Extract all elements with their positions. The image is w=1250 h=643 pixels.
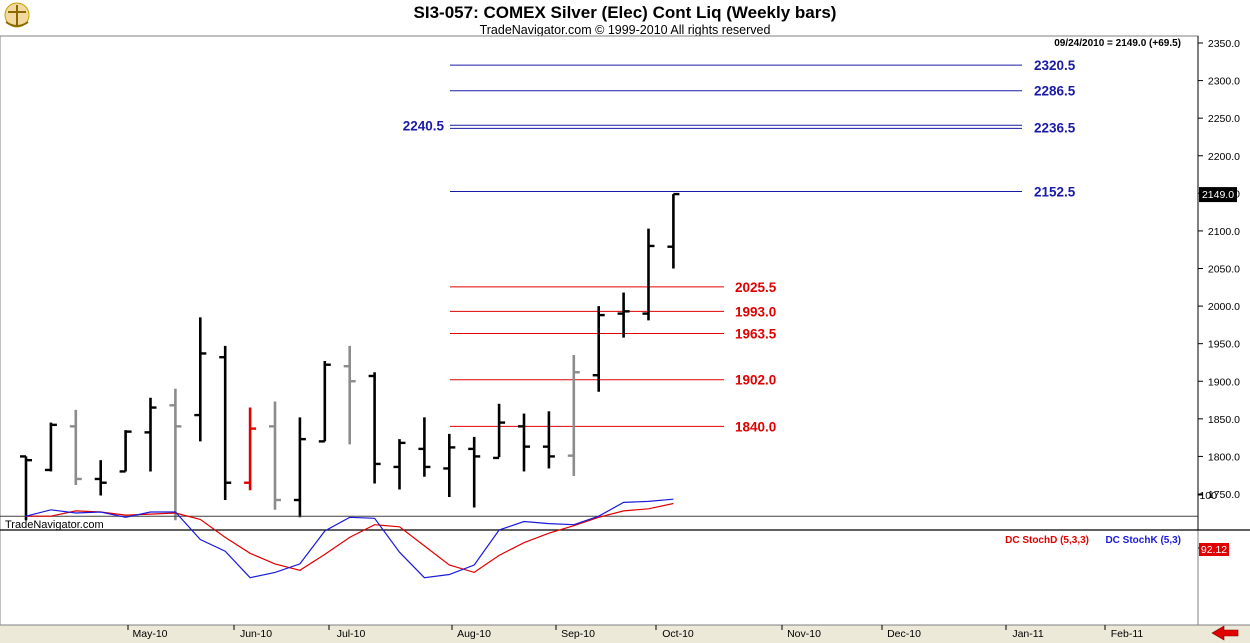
ohlc-bar	[293, 417, 306, 518]
y-tick-label: 2250.0	[1208, 113, 1240, 125]
y-tick-label: 2200.0	[1208, 151, 1240, 163]
ohlc-bar	[592, 306, 605, 392]
y-tick-label: 1800.0	[1208, 451, 1240, 463]
y-tick-label: 2000.0	[1208, 301, 1240, 313]
ohlc-bar	[119, 430, 132, 473]
x-tick-label: Feb-11	[1111, 628, 1144, 640]
resistance-label: 2320.5	[1034, 58, 1076, 73]
last-price-label: 2149.0	[1202, 189, 1234, 201]
y-tick-label: 2350.0	[1208, 38, 1240, 50]
x-tick-label: Aug-10	[457, 628, 491, 640]
indicator-last-value: 92.12	[1201, 544, 1227, 556]
ind-tick-label: 100	[1199, 490, 1217, 502]
ohlc-bar	[94, 460, 107, 496]
y-tick-label: 1950.0	[1208, 339, 1240, 351]
support-label: 1963.5	[735, 327, 777, 342]
ohlc-bar	[368, 372, 381, 484]
price-bars	[20, 192, 680, 521]
logo-icon	[4, 2, 30, 28]
ohlc-bar	[443, 433, 456, 498]
resistance-label: 2152.5	[1034, 184, 1076, 199]
x-tick-label: Jul-10	[337, 628, 366, 640]
chart-subtitle: TradeNavigator.com © 1999-2010 All right…	[480, 23, 771, 37]
x-tick-label: Oct-10	[662, 628, 694, 640]
price-panel	[0, 35, 1199, 531]
ohlc-bar	[468, 436, 481, 508]
support-label: 2025.5	[735, 280, 777, 295]
x-tick-label: Jun-10	[240, 628, 272, 640]
info-readout: 09/24/2010 = 2149.0 (+69.5)	[1054, 38, 1181, 49]
ohlc-bar	[343, 345, 356, 445]
y-tick-label: 2300.0	[1208, 76, 1240, 88]
resistance-label: 2286.5	[1034, 84, 1076, 99]
level-lines: 2320.5 2286.5 2240.5 2236.5 2152.5 2025.5 1993…	[403, 58, 1076, 434]
ohlc-bar	[617, 292, 630, 338]
scroll-left-arrow-icon[interactable]	[1211, 625, 1239, 641]
support-label: 1902.0	[735, 373, 776, 388]
x-tick-label: Sep-10	[561, 628, 595, 640]
ohlc-bar	[219, 345, 232, 501]
y-tick-label: 2050.0	[1208, 264, 1240, 276]
ohlc-bar	[418, 417, 431, 477]
x-tick-label: Dec-10	[887, 628, 921, 640]
ohlc-bar	[169, 388, 182, 521]
x-tick-label: Nov-10	[787, 628, 821, 640]
ohlc-bar	[44, 422, 57, 472]
stochd-legend: DC StochD (5,3,3)	[1005, 535, 1089, 546]
y-tick-label: 1900.0	[1208, 376, 1240, 388]
support-label: 1840.0	[735, 419, 776, 434]
x-tick-label: Jan-11	[1012, 628, 1043, 640]
ohlc-bar	[542, 411, 555, 469]
ohlc-bar	[567, 354, 580, 476]
y-tick-label: 1850.0	[1208, 414, 1240, 426]
ohlc-bar	[69, 409, 82, 485]
stochk-legend: DC StochK (5,3)	[1105, 535, 1181, 546]
x-tick-label: May-10	[132, 628, 167, 640]
indicator-panel	[0, 529, 1199, 626]
y-tick-label: 1750.0	[1208, 489, 1240, 501]
stochd-line	[26, 502, 674, 574]
ohlc-bar	[244, 407, 257, 491]
x-axis-ticks: May-10 Jun-10 Jul-10 Aug-10 Sep-10 Oct-10 Nov-…	[127, 625, 1144, 640]
stochk-line	[25, 498, 674, 579]
resistance-label: 2240.5	[403, 118, 445, 133]
support-label: 1993.0	[735, 304, 776, 319]
ohlc-bar	[667, 192, 680, 269]
y-tick-label: 2100.0	[1208, 226, 1240, 238]
ohlc-bar	[194, 317, 207, 442]
ohlc-bar	[642, 228, 655, 321]
ohlc-bar	[20, 455, 32, 521]
price-axis	[1198, 36, 1250, 530]
indicator-last-tag	[1199, 543, 1229, 556]
ohlc-bar	[493, 403, 506, 460]
ohlc-bar	[518, 413, 530, 472]
stochastic-lines	[0, 498, 1198, 579]
last-price-tag: 2149.0	[1199, 187, 1237, 203]
ohlc-bar	[144, 397, 157, 472]
x-axis	[0, 625, 1250, 643]
ohlc-bar	[318, 360, 331, 443]
ohlc-bar	[269, 401, 281, 510]
resistance-label: 2236.5	[1034, 120, 1076, 135]
chart-title: SI3-057: COMEX Silver (Elec) Cont Liq (W…	[414, 3, 837, 22]
ohlc-bar	[393, 439, 406, 490]
watermark: TradeNavigator.com	[5, 519, 104, 531]
